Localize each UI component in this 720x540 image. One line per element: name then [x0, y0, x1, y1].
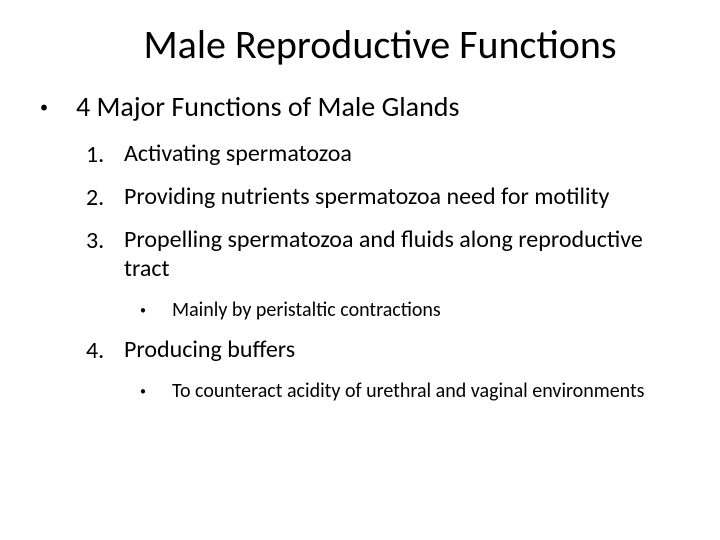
numbered-item: 1. Activating spermatozoa	[86, 140, 690, 169]
item-text: Propelling spermatozoa and fluids along …	[124, 226, 690, 284]
numbered-item: 4. Producing buffers	[86, 336, 690, 365]
bullet-icon: •	[140, 385, 146, 399]
bullet-icon: •	[40, 98, 48, 117]
item-number: 3.	[86, 226, 110, 255]
level1-item: • 4 Major Functions of Male Glands	[40, 89, 690, 124]
slide-title: Male Reproductive Functions	[70, 20, 690, 69]
numbered-item: 3. Propelling spermatozoa and fluids alo…	[86, 226, 690, 284]
sub-item: • To counteract acidity of urethral and …	[140, 379, 690, 403]
bullet-icon: •	[140, 304, 146, 318]
item-text: Producing buffers	[124, 336, 295, 365]
item-number: 4.	[86, 336, 110, 365]
level1-text: 4 Major Functions of Male Glands	[76, 89, 459, 124]
sub-item: • Mainly by peristaltic contractions	[140, 298, 690, 322]
item-number: 2.	[86, 183, 110, 212]
sub-text: Mainly by peristaltic contractions	[172, 298, 441, 322]
numbered-item: 2. Providing nutrients spermatozoa need …	[86, 183, 690, 212]
item-text: Providing nutrients spermatozoa need for…	[124, 183, 609, 212]
sub-text: To counteract acidity of urethral and va…	[172, 379, 645, 403]
item-number: 1.	[86, 140, 110, 169]
item-text: Activating spermatozoa	[124, 140, 352, 169]
